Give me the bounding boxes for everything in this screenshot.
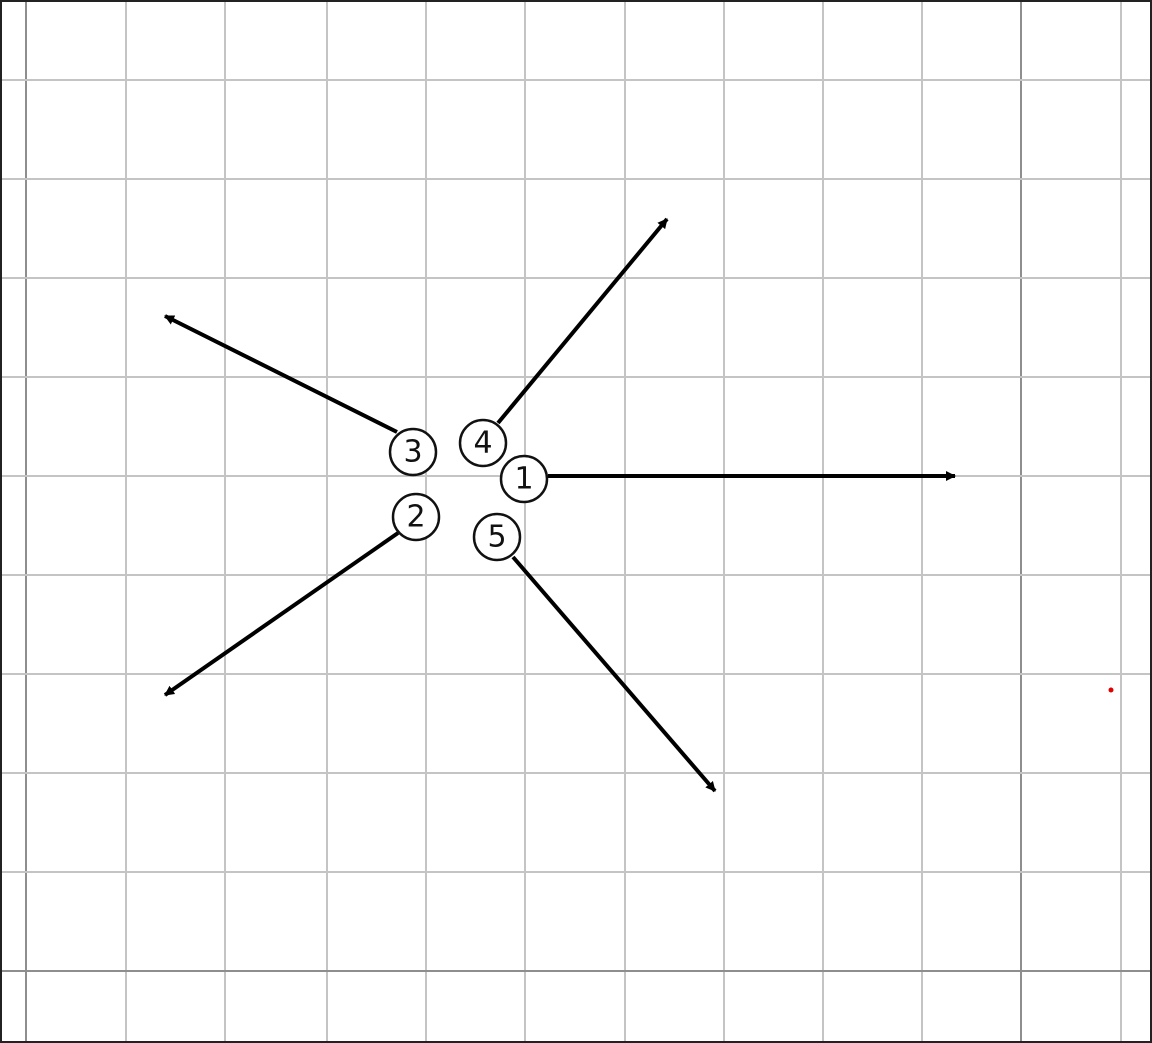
arrow-from-node-2[interactable] (163, 531, 400, 697)
arrow-from-node-5[interactable] (511, 555, 717, 793)
arrow-from-node-3[interactable] (164, 314, 398, 434)
arrow-from-node-4[interactable] (496, 217, 669, 425)
node-2-label: 2 (406, 500, 425, 535)
node-3[interactable]: 3 (388, 427, 438, 477)
node-4[interactable]: 4 (458, 418, 508, 468)
node-5-circle (472, 512, 522, 562)
node-4-circle (458, 418, 508, 468)
node-1-circle (499, 454, 549, 504)
red-marker-dot (1108, 687, 1114, 693)
nodes: 1 2 3 4 5 (388, 418, 549, 562)
node-1[interactable]: 1 (499, 454, 549, 504)
node-1-label: 1 (514, 462, 533, 497)
node-2[interactable]: 2 (391, 492, 441, 542)
arrows (163, 217, 956, 793)
node-3-circle (388, 427, 438, 477)
node-2-circle (391, 492, 441, 542)
node-5[interactable]: 5 (472, 512, 522, 562)
node-3-label: 3 (403, 435, 422, 470)
node-5-label: 5 (487, 520, 506, 555)
node-4-label: 4 (473, 426, 492, 461)
